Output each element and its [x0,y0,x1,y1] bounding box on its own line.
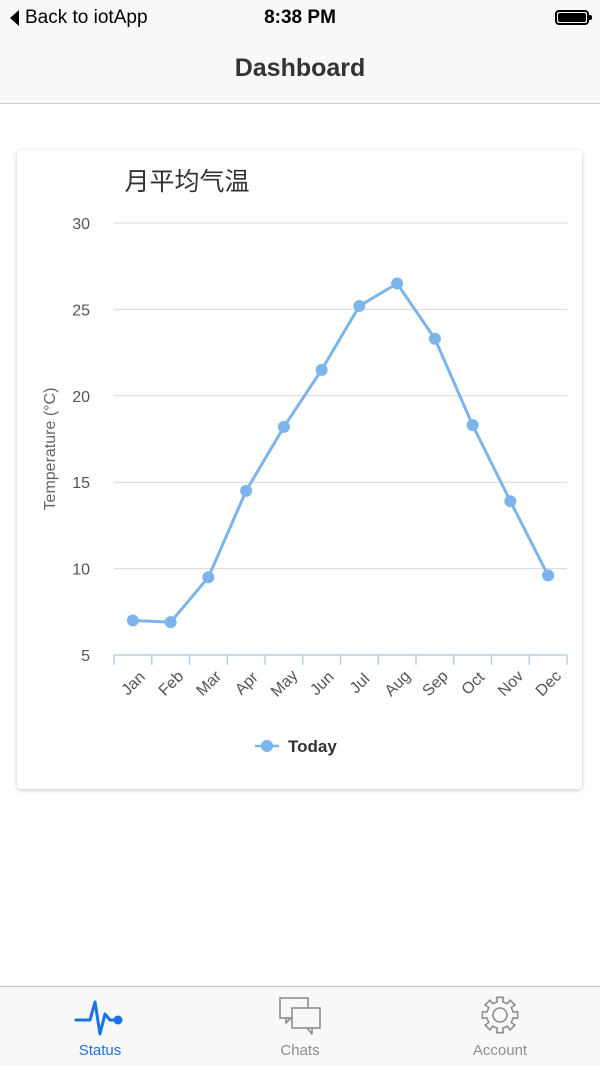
back-to-app-link[interactable]: Back to iotApp [10,7,148,29]
data-point[interactable] [542,569,555,582]
tab-status[interactable]: Status [0,987,200,1066]
x-tick-label: Feb [156,668,188,700]
legend-marker-icon [261,740,273,752]
y-axis-ticks: 5 10 15 20 25 30 [72,216,90,665]
data-point[interactable] [277,420,290,433]
y-tick-label: 5 [81,648,90,665]
chart-card: 月平均气温 5 10 15 20 25 30 Temperature (°C) Jan Fe… [17,150,582,789]
x-tick-label: Jan [119,669,149,699]
grid-lines [114,222,567,570]
data-point[interactable] [315,363,328,376]
page-title: Dashboard [234,54,366,82]
tab-chats-label: Chats [280,1042,320,1059]
x-tick-label: Nov [495,668,527,700]
y-tick-label: 25 [72,302,90,319]
navigation-bar: Dashboard [0,36,600,104]
status-bar: Back to iotApp 8:38 PM [0,0,600,36]
temperature-chart: 月平均气温 5 10 15 20 25 30 Temperature (°C) Jan Fe… [42,167,568,756]
x-tick-label: Jun [307,669,337,699]
data-point[interactable] [504,495,517,508]
series-today [126,277,555,629]
legend-label: Today [288,737,337,756]
back-link-label: Back to iotApp [25,7,148,28]
clock: 8:38 PM [264,7,336,28]
data-point[interactable] [202,571,215,584]
pulse-icon [74,1000,123,1036]
series-line [132,281,550,624]
tab-status-label: Status [78,1042,122,1059]
x-tick-label: Dec [533,668,565,700]
battery-icon [555,10,592,25]
data-point[interactable] [164,616,177,629]
data-point[interactable] [126,614,139,627]
chart-legend[interactable]: Today [255,737,337,756]
data-point[interactable] [466,419,479,432]
chart-title: 月平均气温 [124,167,249,196]
y-tick-label: 10 [72,562,90,579]
data-point[interactable] [391,277,404,290]
back-caret-icon [10,10,19,26]
y-tick-label: 15 [72,475,90,492]
chat-bubbles-icon [279,997,321,1035]
data-point[interactable] [353,299,366,312]
y-tick-label: 30 [72,216,90,233]
data-point[interactable] [240,484,253,497]
x-tick-label: Mar [193,668,225,700]
y-tick-label: 20 [72,389,90,406]
x-tick-label: Aug [382,668,414,700]
x-axis: Jan Feb Mar Apr May Jun Jul Aug Sep Oct Nov Dec [113,654,568,701]
y-axis-label: Temperature (°C) [42,388,59,511]
tab-account[interactable]: Account [400,987,600,1066]
x-tick-label: Sep [420,668,452,700]
x-tick-label: Apr [232,669,262,699]
gear-icon [481,996,519,1034]
x-tick-label: Jul [347,671,373,697]
tab-account-label: Account [472,1042,528,1059]
x-tick-label: May [268,667,301,700]
x-tick-label: Oct [459,669,489,699]
tab-chats[interactable]: Chats [200,987,400,1066]
tab-bar: Status Chats Account [0,986,600,1066]
data-point[interactable] [428,332,441,345]
